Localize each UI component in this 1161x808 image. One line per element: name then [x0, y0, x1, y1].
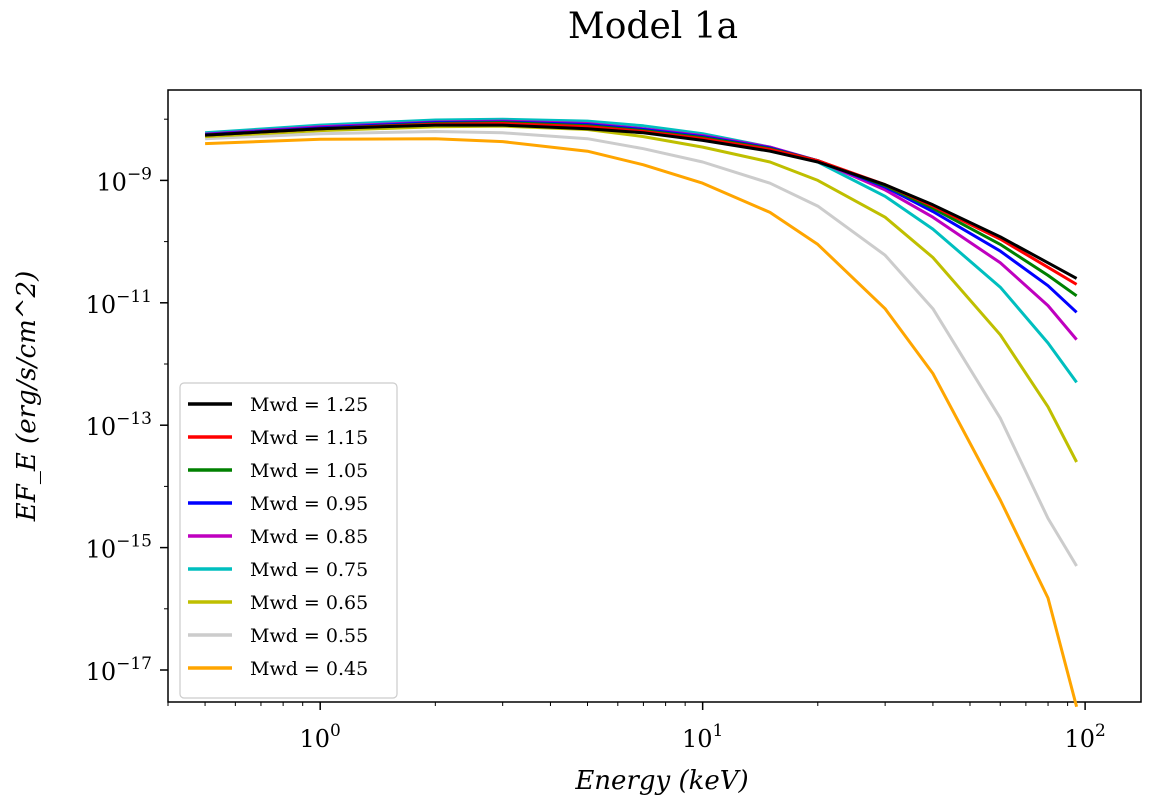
x-axis-ticks: 100 101 102 [167, 702, 1106, 753]
legend-label-6: Mwd = 0.65 [250, 592, 368, 614]
series-line-6 [205, 124, 1078, 463]
legend-label-7: Mwd = 0.55 [250, 625, 368, 647]
legend-label-8: Mwd = 0.45 [250, 658, 368, 680]
chart-title: Model 1a [568, 6, 738, 47]
legend-label-2: Mwd = 1.05 [250, 460, 368, 482]
y-axis-ticks: 10−9 10−11 10−13 10−15 10−17 [86, 118, 168, 686]
legend-box [179, 382, 398, 699]
legend-label-3: Mwd = 0.95 [250, 493, 368, 515]
x-tick-label: 101 [682, 721, 723, 753]
x-axis-label: Energy (keV) [574, 766, 748, 796]
series-line-7 [205, 130, 1078, 567]
legend-label-0: Mwd = 1.25 [250, 394, 368, 416]
series-line-0 [205, 123, 1078, 280]
series-line-5 [204, 117, 1078, 384]
legend: Mwd = 1.25 Mwd = 1.15 Mwd = 1.05 Mwd = 0.95… [179, 382, 398, 699]
series-lines [204, 117, 1079, 708]
series-line-3 [205, 120, 1078, 314]
plot-area [167, 89, 1142, 703]
y-tick-label: 10−11 [86, 287, 152, 319]
legend-label-5: Mwd = 0.75 [250, 559, 368, 581]
series-line-8 [205, 137, 1079, 708]
y-tick-label: 10−15 [86, 532, 152, 564]
x-tick-label: 102 [1064, 721, 1105, 753]
series-line-4 [205, 119, 1078, 341]
y-tick-label: 10−13 [86, 409, 152, 441]
x-tick-label: 100 [300, 721, 341, 753]
y-tick-label: 10−9 [96, 164, 152, 196]
legend-label-4: Mwd = 0.85 [250, 526, 368, 548]
y-axis-label: EF_E (erg/s/cm^2) [12, 271, 42, 522]
legend-label-1: Mwd = 1.15 [250, 427, 368, 449]
y-tick-label: 10−17 [86, 654, 152, 686]
